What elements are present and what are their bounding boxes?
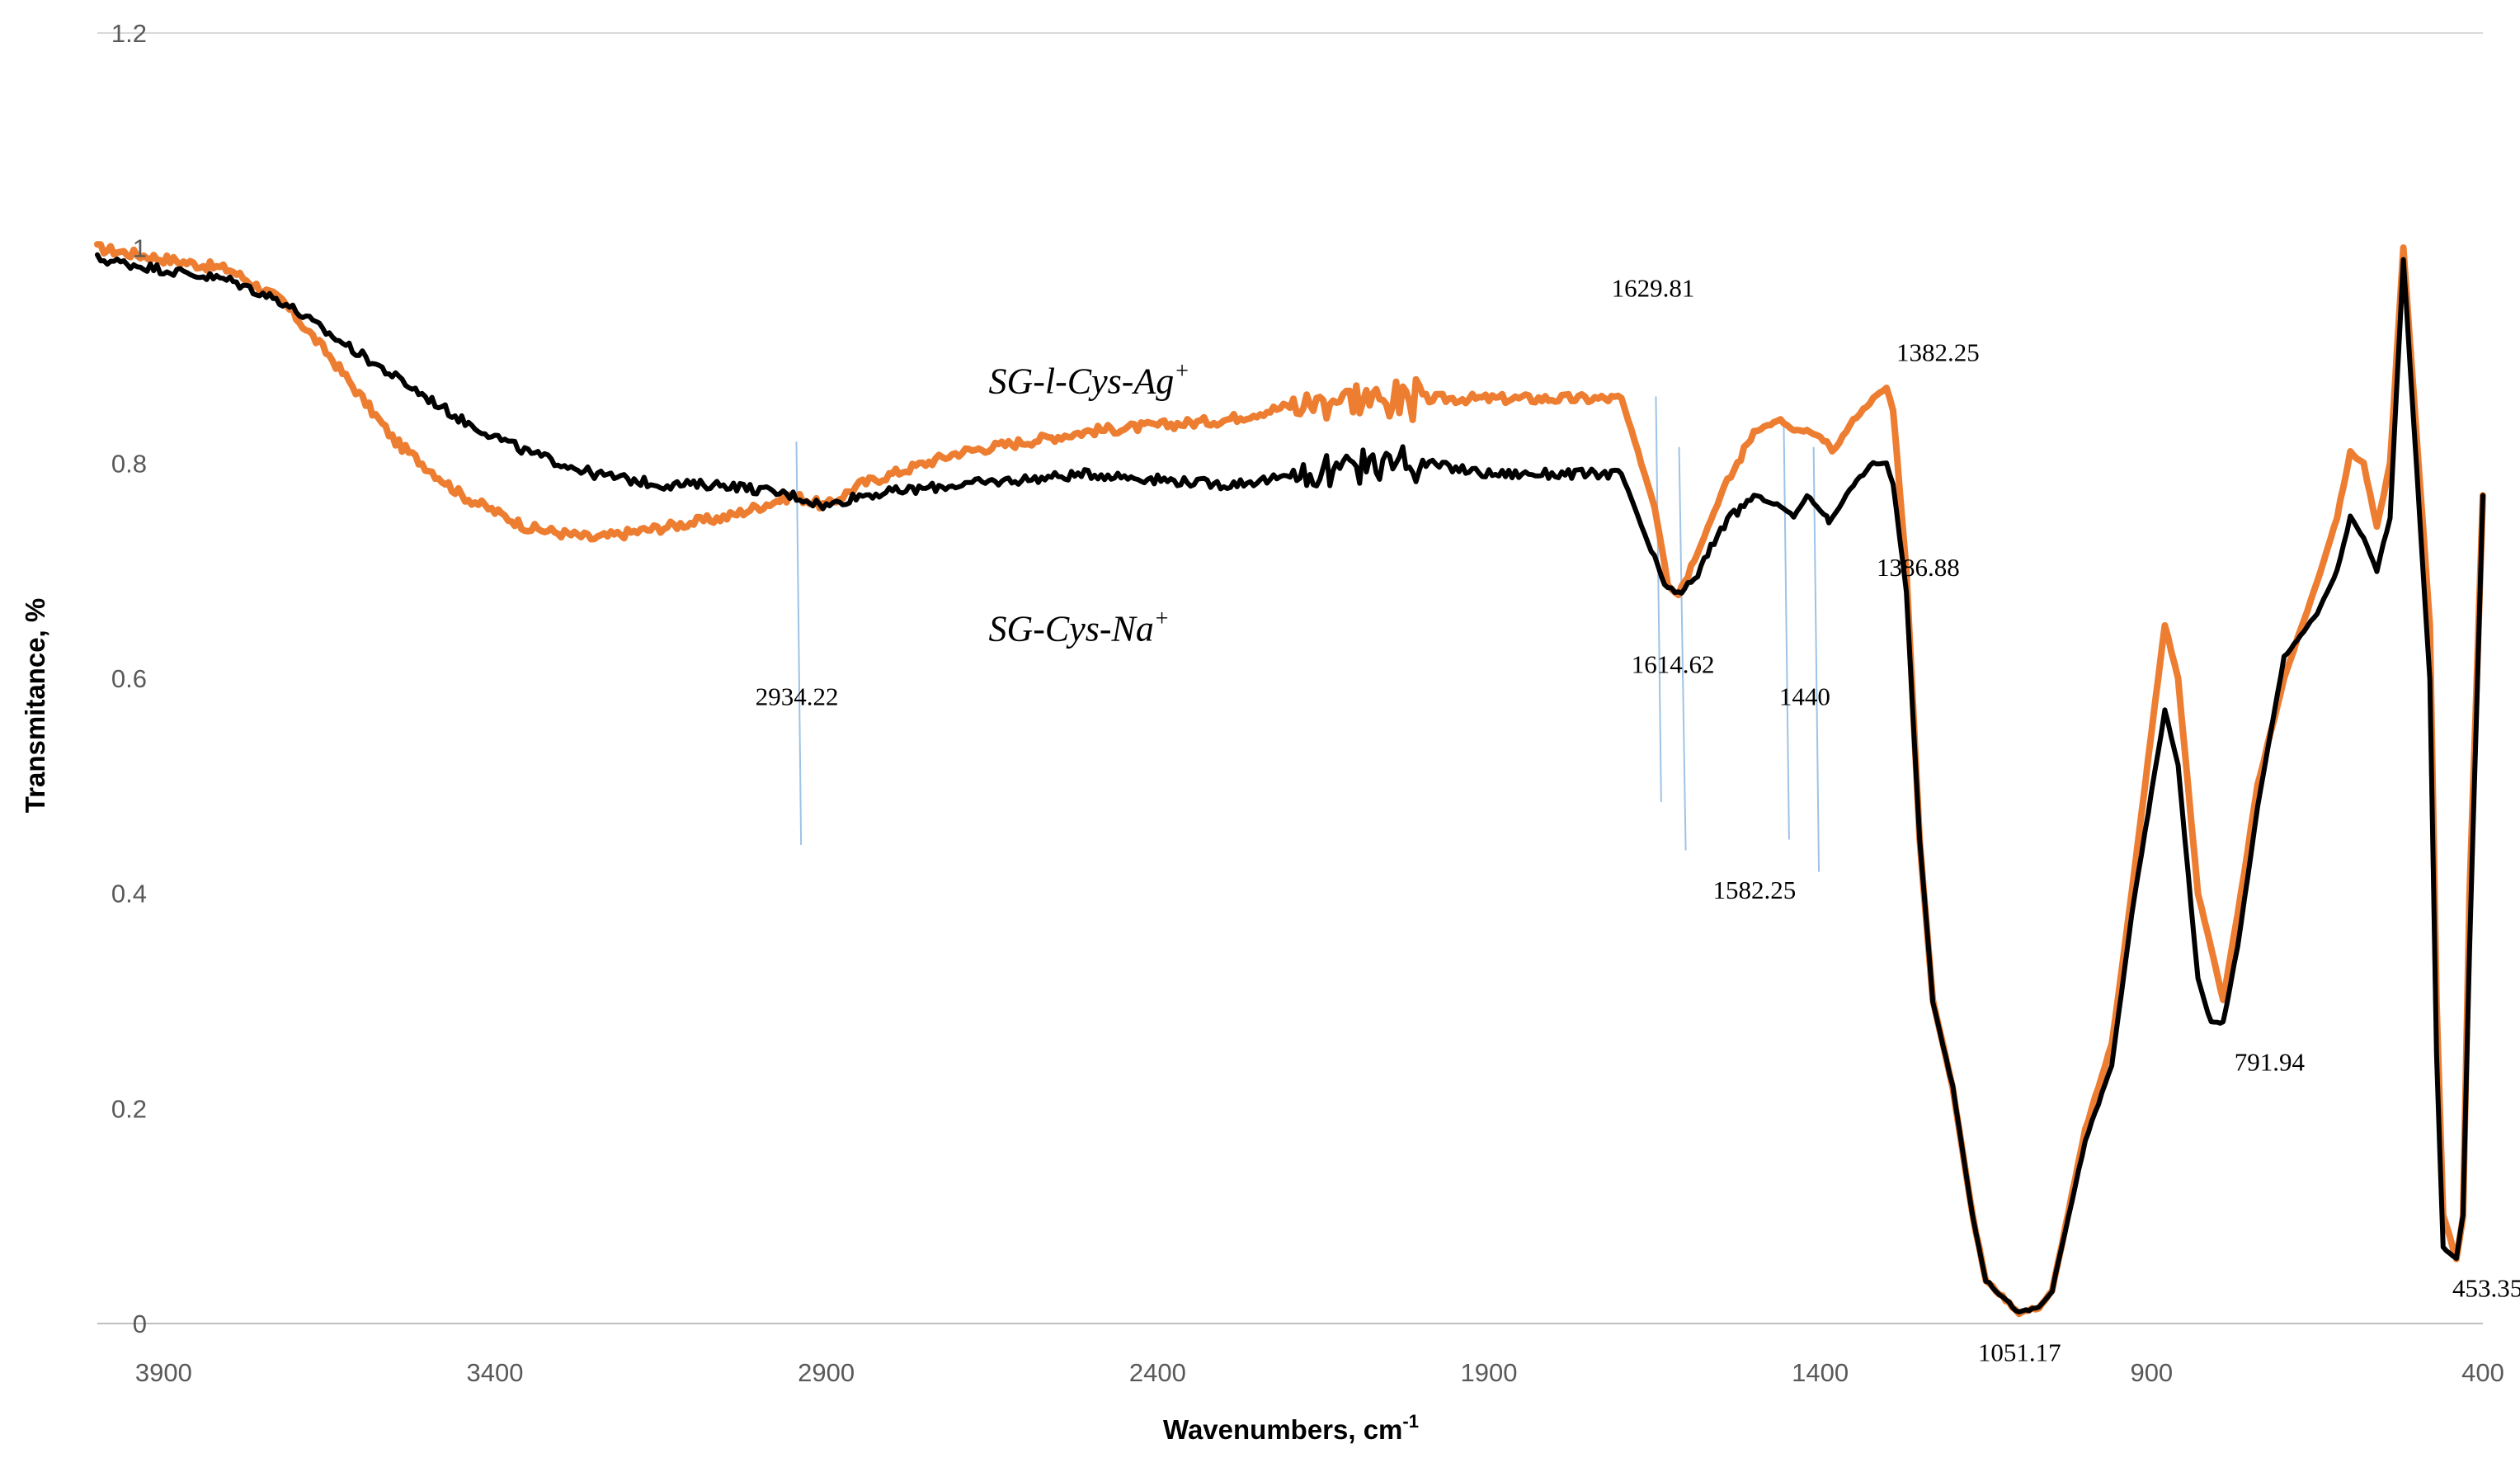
peak-annotation: 1382.25 [1896, 338, 1980, 367]
x-tick-label: 2900 [798, 1358, 855, 1387]
peak-marker-line [1812, 446, 1821, 872]
x-tick-label: 1400 [1792, 1358, 1849, 1387]
x-tick-label: 1900 [1461, 1358, 1518, 1387]
tick-labels: 3900 3400 2900 2400 1900 1400 900 400 0 0.2 0.4 0.6… [111, 19, 2504, 1387]
peak-annotation: 791.94 [2235, 1048, 2306, 1077]
y-tick-label: 0.2 [111, 1094, 147, 1123]
x-tick-label: 3900 [135, 1358, 192, 1387]
series-line-2 [95, 252, 2485, 1314]
peak-marker-line [795, 441, 803, 846]
peak-marker-line [1678, 446, 1687, 851]
x-tick-label: 2400 [1129, 1358, 1186, 1387]
peak-annotation: 2934.22 [756, 682, 839, 711]
y-tick-label: 1.2 [111, 19, 147, 48]
x-axis-title-superscript: -1 [1402, 1411, 1419, 1432]
series-lines [94, 241, 2486, 1318]
peak-annotation: 453.35 [2452, 1273, 2520, 1302]
series-label: SG-l-Cys-Ag+ [988, 359, 1189, 402]
y-tick-label: 0.6 [111, 664, 147, 693]
peak-annotations: 2934.22 1629.81 1614.62 1440 1582.25 1382.25 1… [756, 273, 2520, 1366]
y-axis-title: Transmitance, % [20, 598, 50, 813]
peak-annotation: 1051.17 [1978, 1338, 2061, 1367]
axes [97, 32, 2483, 1324]
peak-annotation: 1386.88 [1877, 553, 1960, 582]
x-tick-label: 3400 [467, 1358, 524, 1387]
x-axis-title-text: Wavenumbers, cm [1163, 1414, 1402, 1445]
x-tick-label: 400 [2461, 1358, 2504, 1387]
peak-annotation: 1629.81 [1612, 273, 1695, 302]
series-line-1 [94, 241, 2486, 1318]
y-tick-label: 0.8 [111, 449, 147, 478]
y-tick-label: 0.4 [111, 880, 147, 908]
peak-annotation: 1440 [1779, 682, 1830, 711]
x-axis-title: Wavenumbers, cm-1 [1163, 1411, 1419, 1445]
y-tick-label: 1 [133, 234, 147, 263]
series-label: SG-Cys-Na+ [988, 606, 1169, 649]
peak-annotation: 1614.62 [1632, 649, 1715, 678]
y-tick-label: 0 [133, 1309, 147, 1338]
peak-annotation: 1582.25 [1713, 875, 1797, 904]
peak-marker-line [1655, 396, 1662, 802]
x-tick-label: 900 [2130, 1358, 2173, 1387]
peak-marker-line [1783, 425, 1790, 840]
peak-marker-lines [795, 396, 1821, 872]
series-labels: SG-l-Cys-Ag+ SG-Cys-Na+ [988, 359, 1189, 649]
